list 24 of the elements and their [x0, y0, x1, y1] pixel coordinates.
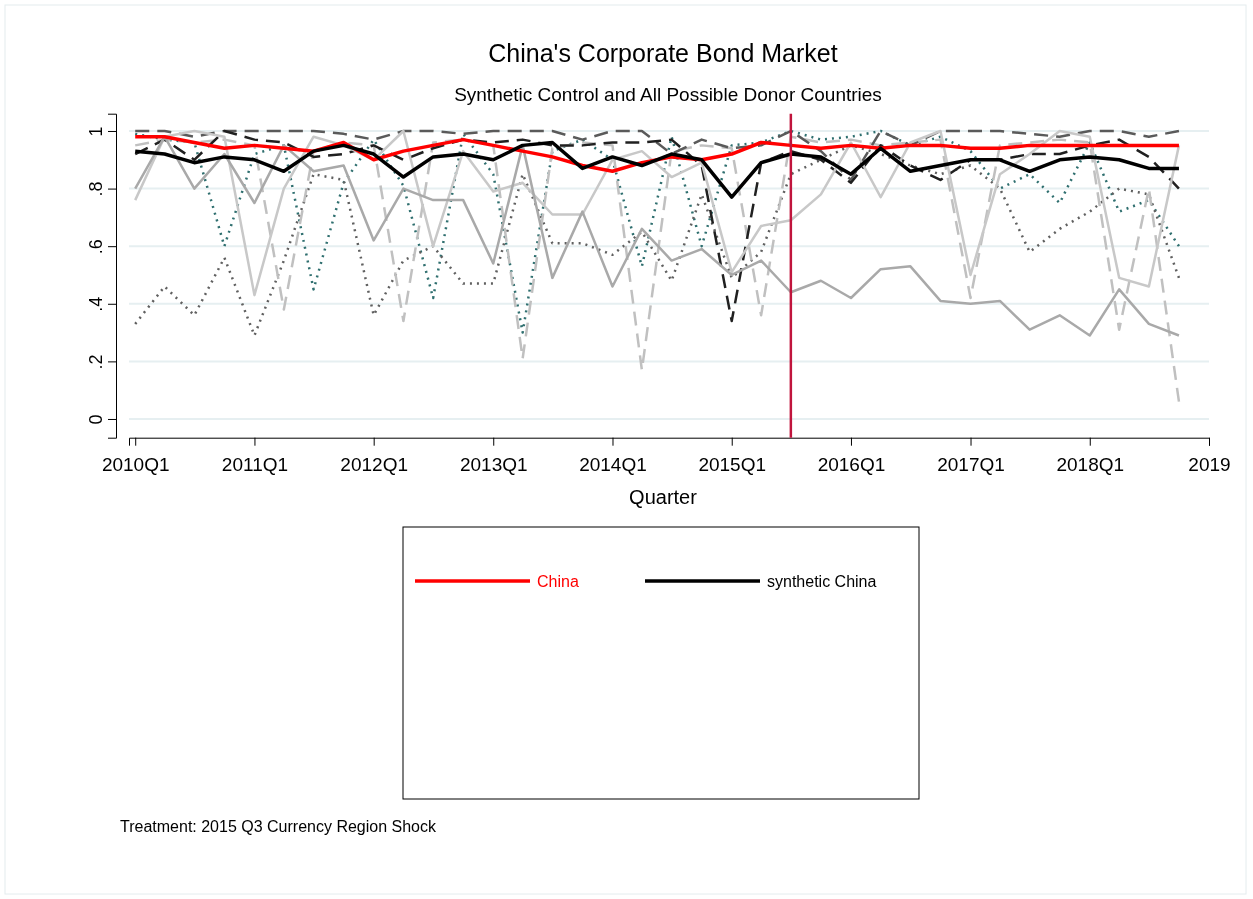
y-tick-label: .8 [86, 181, 106, 197]
line-series [133, 140, 1181, 199]
x-tick-label: 2016Q1 [817, 454, 886, 476]
x-tick-label: 2011Q1 [221, 454, 289, 476]
x-tick-label: 2010Q1 [101, 454, 170, 476]
y-tick-label: .2 [86, 354, 106, 370]
y-tick-label: .4 [86, 296, 106, 312]
text: Treatment: 2015 Q3 Currency Region Shock [120, 818, 438, 835]
line-series [133, 134, 1181, 174]
text: China [537, 573, 579, 590]
x-tick-label: 2013Q1 [459, 454, 528, 476]
text: synthetic China [767, 573, 877, 590]
x-tick-label: 2017Q1 [937, 454, 1005, 476]
chart-subtitle: Synthetic Control and All Possible Donor Countries [454, 84, 882, 105]
x-axis-title: Quarter [629, 486, 698, 508]
y-tick-label: 1 [86, 126, 106, 137]
chart-title: China's Corporate Bond Market [488, 39, 838, 67]
x-tick-label: 2014Q1 [579, 454, 647, 476]
y-tick-label: .6 [86, 239, 106, 255]
x-tick-label: 2018Q1 [1056, 454, 1125, 476]
x-tick-label: 2019 [1188, 454, 1231, 476]
y-tick-label: 0 [86, 414, 106, 425]
x-tick-label: 2015Q1 [698, 454, 767, 476]
x-tick-label: 2012Q1 [340, 454, 408, 476]
